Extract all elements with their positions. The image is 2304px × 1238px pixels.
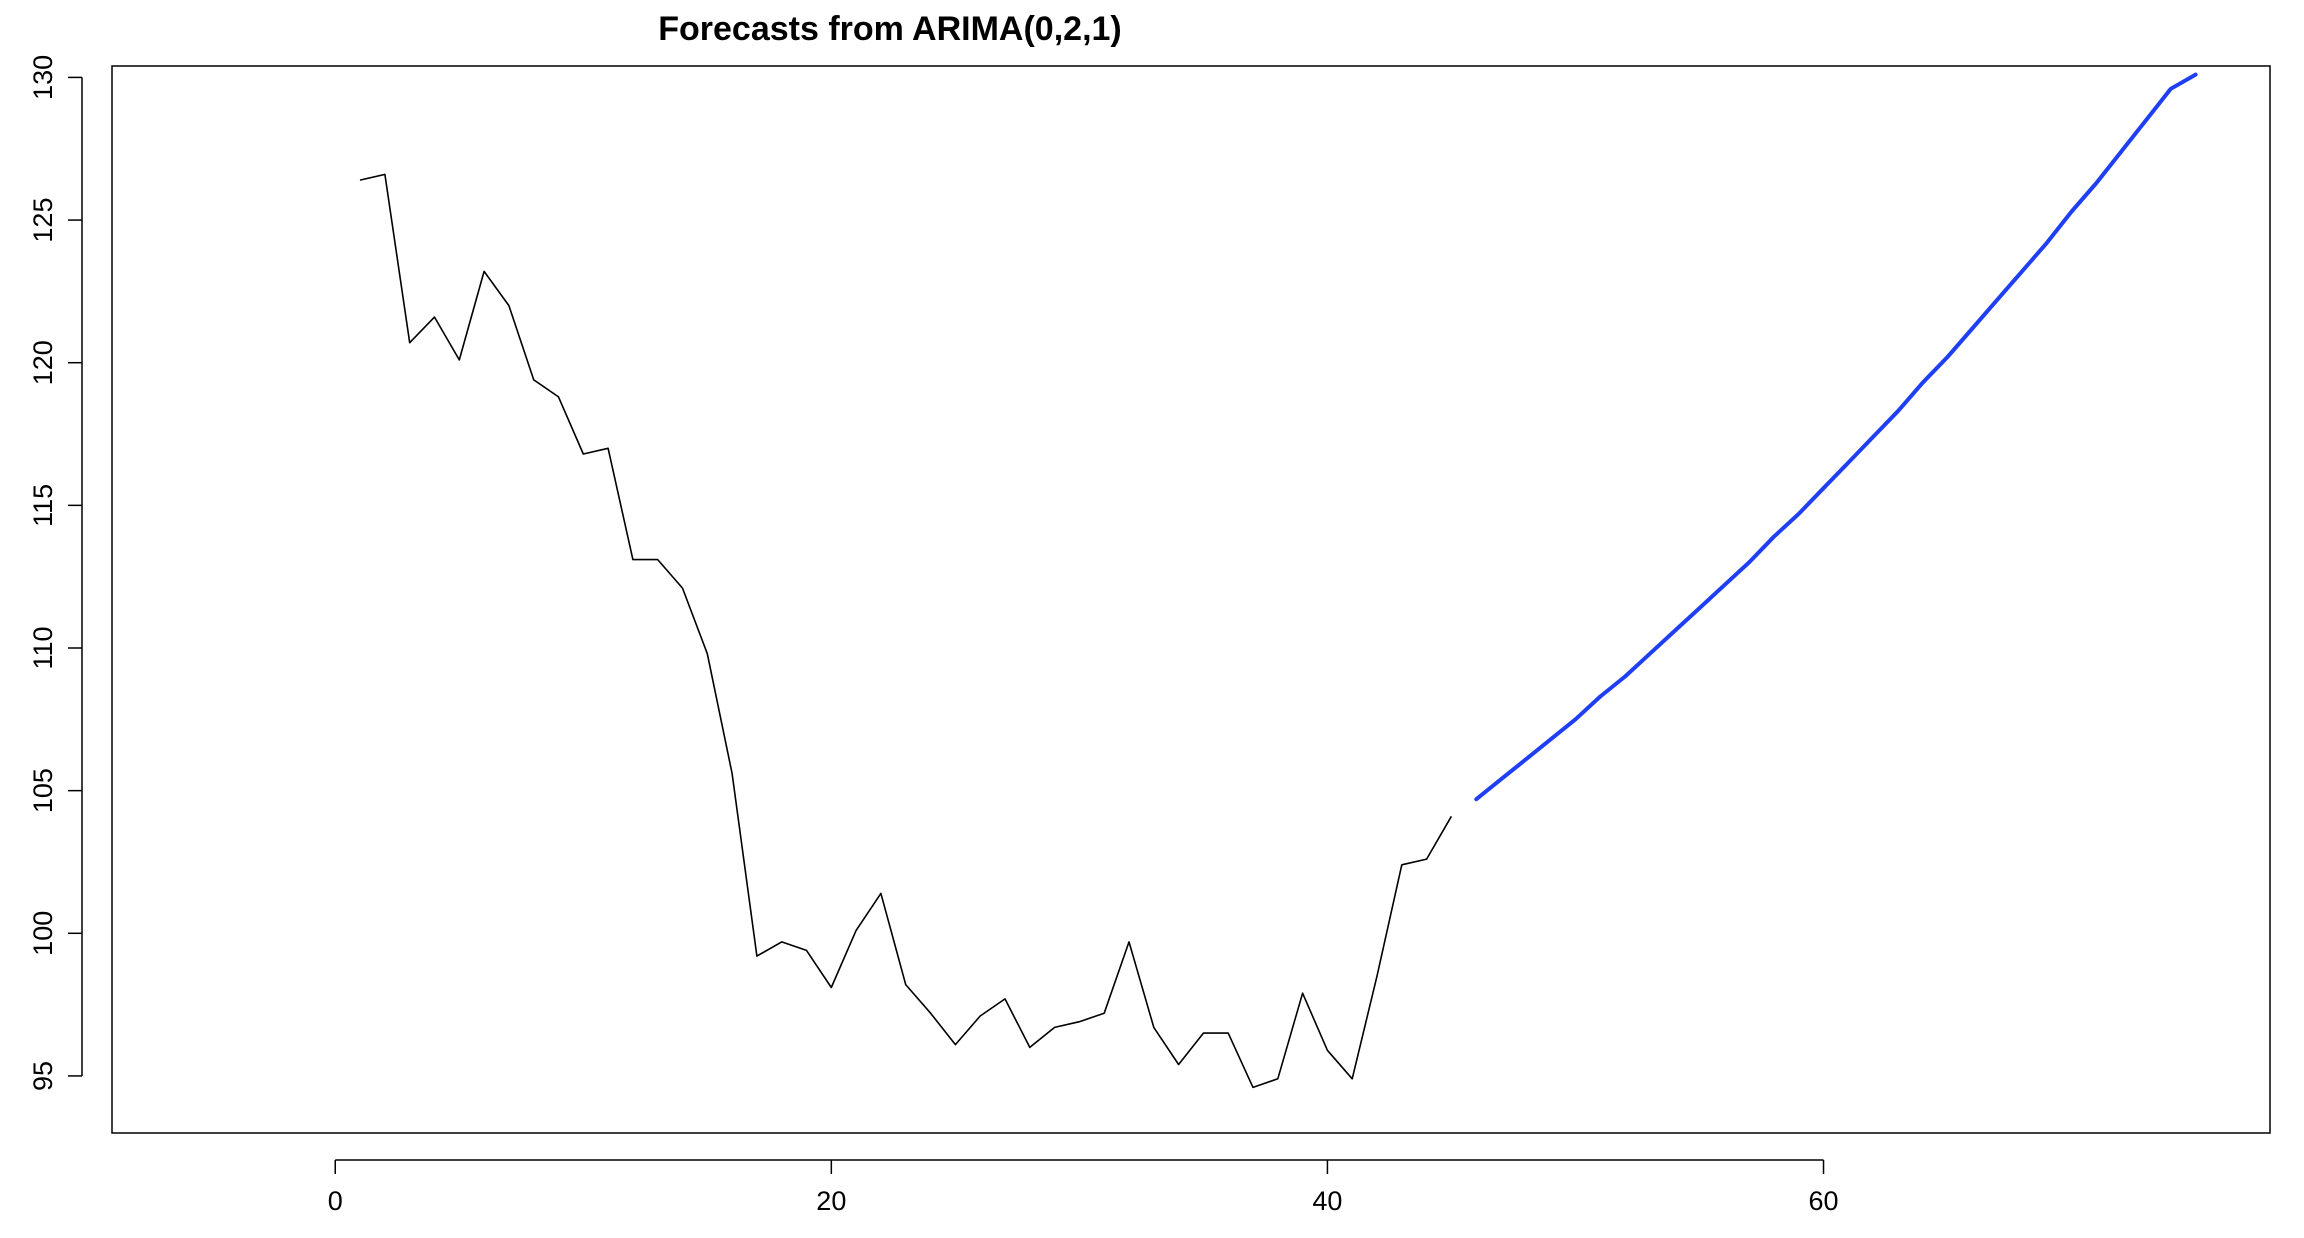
y-tick-label: 110 [28,626,58,669]
chart-title: Forecasts from ARIMA(0,2,1) [658,10,1122,48]
axes: 0 20 40 60 95 100 105 110 115 120 125 130 [28,55,1839,1216]
y-tick-label: 100 [28,911,58,956]
observed-series-line [359,173,1453,1089]
y-tick-label: 130 [28,55,58,100]
x-tick-label: 20 [816,1186,846,1216]
series-layer [359,72,2198,1089]
y-tick-label: 115 [28,484,58,527]
x-tick-label: 0 [328,1186,343,1216]
forecast-series-line [1474,72,2198,802]
x-tick-label: 40 [1312,1186,1342,1216]
y-tick-label: 105 [28,768,58,813]
y-tick-label: 120 [28,340,58,385]
x-tick-label: 60 [1808,1186,1838,1216]
y-tick-label: 95 [28,1061,58,1091]
plot-frame [111,65,2271,1134]
y-tick-label: 125 [28,198,58,243]
